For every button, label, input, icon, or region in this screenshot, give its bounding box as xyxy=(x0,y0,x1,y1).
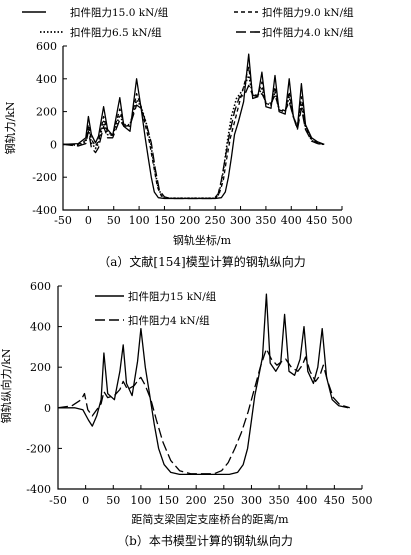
chart-a-y-axis-label: 钢轨力/kN xyxy=(3,101,17,154)
chart-a-y-tick-label: 600 xyxy=(36,40,57,53)
chart-b-x-tick-label: 50 xyxy=(106,494,120,507)
chart-a-x-tick-label: 250 xyxy=(205,214,226,227)
chart-b: 扣件阻力15 kN/组 扣件阻力4 kN/组 600 400 200 0 -200 -40… xyxy=(0,280,373,548)
legend-a-label-9: 扣件阻力9.0 kN/组 xyxy=(262,6,354,19)
chart-b-x-axis-label: 距简支梁固定支座桥台的距离/m xyxy=(131,512,289,526)
chart-a-y-tick-label: -400 xyxy=(32,204,57,217)
chart-a-x-tick-label: 100 xyxy=(129,214,150,227)
chart-a-caption: （a）文献[154]模型计算的钢轨纵向力 xyxy=(98,254,305,269)
chart-b-y-tick-label: 600 xyxy=(30,280,51,293)
chart-a-x-tick-label: 350 xyxy=(255,214,276,227)
chart-a-x-axis-label: 钢轨坐标/m xyxy=(173,233,232,247)
chart-a-x-tick-label: -50 xyxy=(54,214,72,227)
chart-a-x-tick-label: 0 xyxy=(85,214,92,227)
chart-a-y-tick-label: -200 xyxy=(32,171,57,184)
chart-b-x-tick-label: 400 xyxy=(296,494,317,507)
chart-a-series-line-0 xyxy=(62,53,325,200)
chart-b-x-tick-label: 150 xyxy=(158,494,179,507)
chart-a-series-line-2 xyxy=(62,74,325,199)
chart-b-x-tick-label: -50 xyxy=(49,494,67,507)
chart-b-caption: （b）本书模型计算的钢轨纵向力 xyxy=(117,533,293,548)
legend-a-label-15: 扣件阻力15.0 kN/组 xyxy=(70,6,169,19)
chart-b-x-tick-label: 500 xyxy=(352,494,373,507)
chart-b-x-tick-label: 250 xyxy=(213,494,234,507)
chart-a-x-tick-label: 50 xyxy=(107,214,121,227)
chart-a: 扣件阻力15.0 kN/组 扣件阻力9.0 kN/组 扣件阻力6.5 kN/组 … xyxy=(3,6,354,269)
chart-b-x-tick-label: 450 xyxy=(324,494,345,507)
chart-a-x-tick-label: 200 xyxy=(179,214,200,227)
chart-b-y-ticks: 600 400 200 0 -200 -400 xyxy=(26,280,62,496)
chart-a-x-ticks: -50 0 50 100 150 200 250 300 350 400 450 500 xyxy=(54,206,353,227)
legend-b-label-15: 扣件阻力15 kN/组 xyxy=(128,290,217,303)
legend-a: 扣件阻力15.0 kN/组 扣件阻力9.0 kN/组 扣件阻力6.5 kN/组 … xyxy=(22,6,354,39)
chart-b-series-line-1 xyxy=(57,348,350,475)
chart-b-x-ticks: -50 0 50 100 150 200 250 300 350 400 450 500 xyxy=(49,485,373,507)
chart-a-x-tick-label: 300 xyxy=(230,214,251,227)
chart-b-series-line-0 xyxy=(58,293,349,476)
chart-a-y-tick-label: 0 xyxy=(50,138,57,151)
legend-a-label-6-5: 扣件阻力6.5 kN/组 xyxy=(70,26,162,39)
chart-b-y-axis-label: 钢轨纵向力/kN xyxy=(0,348,13,423)
chart-a-y-tick-label: 400 xyxy=(36,73,57,86)
chart-a-x-tick-label: 500 xyxy=(332,214,353,227)
legend-b: 扣件阻力15 kN/组 扣件阻力4 kN/组 xyxy=(95,290,217,327)
chart-b-y-tick-label: -400 xyxy=(26,483,51,496)
chart-a-x-tick-label: 450 xyxy=(306,214,327,227)
chart-b-x-tick-label: 200 xyxy=(186,494,207,507)
chart-b-x-tick-label: 100 xyxy=(130,494,151,507)
legend-b-label-4: 扣件阻力4 kN/组 xyxy=(128,314,210,327)
chart-b-series xyxy=(57,293,350,476)
chart-a-y-ticks: 600 400 200 0 -200 -400 xyxy=(32,40,67,217)
chart-a-x-tick-label: 150 xyxy=(154,214,175,227)
chart-b-x-tick-label: 350 xyxy=(269,494,290,507)
chart-b-y-tick-label: -200 xyxy=(26,442,51,455)
chart-a-x-tick-label: 400 xyxy=(281,214,302,227)
chart-a-series-line-3 xyxy=(62,84,325,200)
chart-a-series xyxy=(62,53,325,200)
chart-b-y-tick-label: 200 xyxy=(30,361,51,374)
chart-b-x-tick-label: 300 xyxy=(241,494,262,507)
chart-a-series-line-1 xyxy=(63,66,325,199)
chart-b-y-tick-label: 400 xyxy=(30,321,51,334)
chart-a-y-tick-label: 200 xyxy=(36,106,57,119)
chart-b-x-tick-label: 0 xyxy=(82,494,89,507)
legend-a-label-4: 扣件阻力4.0 kN/组 xyxy=(262,26,354,39)
chart-b-axes xyxy=(57,286,362,490)
chart-b-y-tick-label: 0 xyxy=(44,402,51,415)
